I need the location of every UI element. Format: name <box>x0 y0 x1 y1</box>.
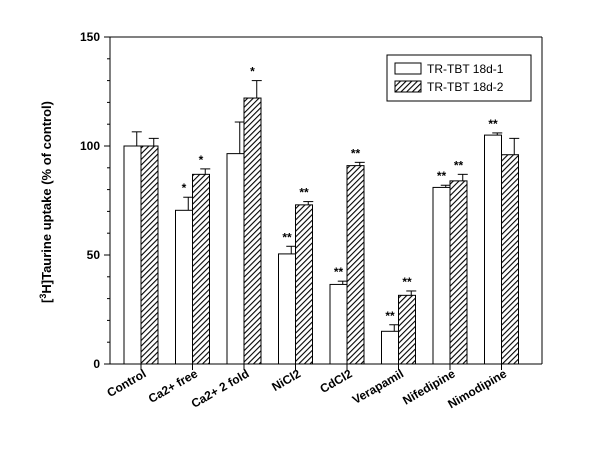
bar-2-2 <box>192 173 210 365</box>
y-tick-label-2: 50 <box>87 248 101 262</box>
y-axis-title: [3H]Taurine uptake (% of control) <box>38 101 54 303</box>
significance-marker-2-6: ** <box>402 275 412 289</box>
x-tick-label-1: Control <box>105 366 149 399</box>
y-axis-label-rest: H]Taurine uptake (% of control) <box>39 101 54 294</box>
legend: TR-TBT 18d-1 TR-TBT 18d-2 <box>386 54 532 102</box>
significance-marker-2-3: * <box>250 65 255 79</box>
x-tick-label-4: NiCl2 <box>269 366 303 394</box>
y-tick-label-3: 100 <box>80 139 100 153</box>
bar-2-1 <box>140 145 159 365</box>
significance-marker-2-7: ** <box>454 158 464 172</box>
x-tick-label-8: Nimodipine <box>445 366 509 411</box>
bar-1-4 <box>278 253 296 365</box>
x-tick-label-5: CdCl2 <box>317 366 354 396</box>
plot-area: Control**Ca2+ free*Ca2+ 2 fold****NiCl2*… <box>80 30 543 411</box>
significance-marker-1-5: ** <box>334 265 344 279</box>
bar-1-5 <box>329 283 348 365</box>
significance-marker-2-2: * <box>199 153 204 167</box>
bar-1-3 <box>226 153 245 365</box>
significance-marker-2-5: ** <box>351 146 361 160</box>
bar-1-1 <box>123 145 142 365</box>
legend-label-2: TR-TBT 18d-2 <box>427 80 504 94</box>
significance-marker-1-6: ** <box>385 309 395 323</box>
significance-marker-1-8: ** <box>488 117 498 131</box>
bar-1-2 <box>175 209 193 365</box>
y-axis-label: [3H]Taurine uptake (% of control) <box>38 101 54 303</box>
x-tick-label-6: Verapamil <box>350 366 406 406</box>
x-tick-label-3: Ca2+ 2 fold <box>189 366 252 410</box>
bar-2-6 <box>398 294 416 365</box>
significance-marker-2-4: ** <box>299 186 309 200</box>
y-tick-label-4: 150 <box>80 30 100 44</box>
bar-1-7 <box>432 186 451 365</box>
legend-label-1: TR-TBT 18d-1 <box>427 62 504 76</box>
bar-2-5 <box>346 165 365 365</box>
legend-swatch-1 <box>394 62 422 75</box>
y-axis-label-superscript: 3 <box>38 294 48 299</box>
y-axis-label-prefix: [ <box>39 298 54 303</box>
significance-marker-1-7: ** <box>437 169 447 183</box>
bar-1-6 <box>381 330 399 365</box>
bar-2-7 <box>449 180 468 365</box>
bar-1-8 <box>484 134 502 365</box>
significance-marker-1-4: ** <box>282 230 292 244</box>
y-tick-label-1: 0 <box>93 357 100 371</box>
legend-swatch-2 <box>394 80 422 93</box>
significance-marker-1-2: * <box>182 181 187 195</box>
bar-2-4 <box>295 204 313 365</box>
bar-2-8 <box>501 154 519 365</box>
bar-2-3 <box>243 97 262 365</box>
